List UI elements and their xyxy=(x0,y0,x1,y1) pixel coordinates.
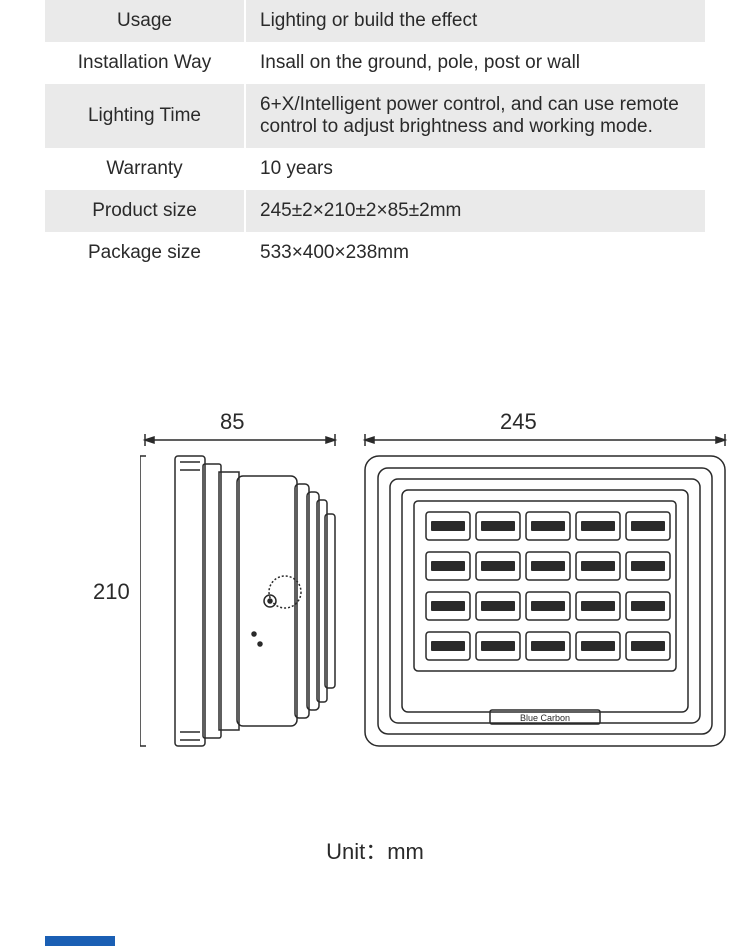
spec-value: 10 years xyxy=(245,148,705,190)
dim-side-width: 85 xyxy=(220,409,244,435)
table-row: Warranty10 years xyxy=(45,148,705,190)
spec-value: Lighting or build the effect xyxy=(245,0,705,42)
front-view-drawing: Blue Carbon xyxy=(360,434,730,764)
table-row: Product size245±2×210±2×85±2mm xyxy=(45,190,705,232)
spec-label: Installation Way xyxy=(45,42,245,84)
spec-value: 533×400×238mm xyxy=(245,232,705,274)
dim-height: 210 xyxy=(93,579,130,605)
spec-label: Warranty xyxy=(45,148,245,190)
spec-label: Package size xyxy=(45,232,245,274)
table-row: Installation WayInsall on the ground, po… xyxy=(45,42,705,84)
footer-accent-bar xyxy=(45,936,115,946)
spec-label: Product size xyxy=(45,190,245,232)
table-row: Package size533×400×238mm xyxy=(45,232,705,274)
table-row: Lighting Time6+X/Intelligent power contr… xyxy=(45,84,705,148)
unit-label: Unit：mm xyxy=(45,834,705,866)
spec-label: Lighting Time xyxy=(45,84,245,148)
brand-text: Blue Carbon xyxy=(520,713,570,723)
spec-value: 6+X/Intelligent power control, and can u… xyxy=(245,84,705,148)
table-row: UsageLighting or build the effect xyxy=(45,0,705,42)
dim-front-width: 245 xyxy=(500,409,537,435)
spec-label: Usage xyxy=(45,0,245,42)
spec-table: UsageLighting or build the effectInstall… xyxy=(45,0,705,274)
spec-value: 245±2×210±2×85±2mm xyxy=(245,190,705,232)
spec-value: Insall on the ground, pole, post or wall xyxy=(245,42,705,84)
side-view-drawing xyxy=(140,434,350,764)
dimension-diagram: 85 245 210 xyxy=(45,404,705,764)
